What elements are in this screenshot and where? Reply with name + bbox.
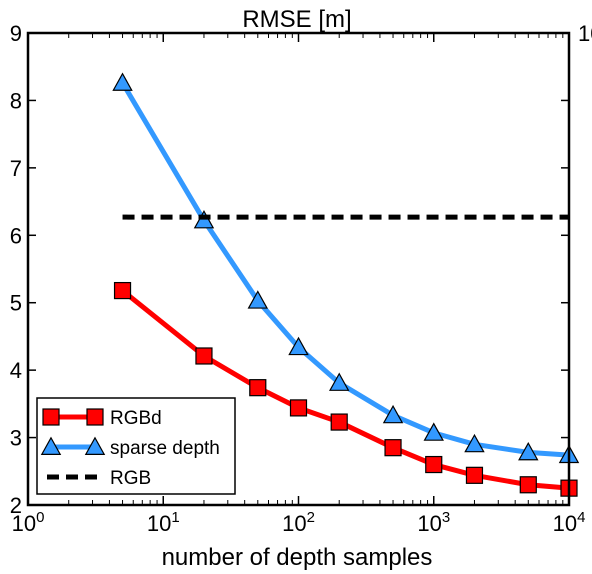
data-point-rgbd bbox=[425, 455, 443, 474]
series-layer bbox=[112, 72, 580, 497]
y-tick-label: 9 bbox=[10, 21, 22, 46]
x-tick-label: 101 bbox=[147, 509, 180, 536]
legend-label-rgbd: RGBd bbox=[110, 408, 162, 429]
legend-label-rgb: RGB bbox=[110, 468, 151, 489]
axes-layer bbox=[26, 31, 571, 507]
x-tick-label: 104 bbox=[553, 509, 586, 536]
data-point-sparse-depth bbox=[464, 433, 485, 453]
data-point-sparse-depth bbox=[423, 422, 444, 441]
y-tick-label: 7 bbox=[10, 156, 22, 181]
legend-marker-rgbd bbox=[42, 408, 60, 426]
data-point-rgbd bbox=[289, 399, 308, 417]
tick-labels: 2 3 4 5 6 7 8 9 100 101 102 103 104 bbox=[10, 21, 586, 536]
x-tick-label: 103 bbox=[417, 509, 450, 536]
data-point-rgbd bbox=[330, 413, 348, 431]
data-point-sparse-depth bbox=[518, 441, 539, 461]
right-axis-label: 10 bbox=[578, 21, 592, 46]
y-tick-label: 3 bbox=[10, 426, 22, 451]
data-point-rgbd bbox=[465, 466, 484, 484]
data-point-rgbd bbox=[195, 347, 213, 365]
y-tick-label: 6 bbox=[10, 223, 22, 248]
data-point-sparse-depth bbox=[288, 336, 309, 356]
legend-marker-sparse-depth bbox=[40, 436, 62, 455]
y-tick-label: 8 bbox=[10, 88, 22, 113]
data-point-rgbd bbox=[384, 439, 402, 457]
y-tick-label: 4 bbox=[10, 358, 22, 383]
x-tick-label: 100 bbox=[12, 509, 45, 536]
data-point-sparse-depth bbox=[112, 72, 133, 91]
x-tick-label: 102 bbox=[282, 509, 315, 536]
x-axis-label: number of depth samples bbox=[162, 544, 433, 571]
y-tick-label: 2 bbox=[10, 493, 22, 518]
data-point-sparse-depth bbox=[328, 372, 350, 391]
series-line-rgbd bbox=[120, 288, 570, 491]
data-point-sparse-depth bbox=[247, 290, 269, 309]
data-point-sparse-depth bbox=[382, 404, 404, 424]
legend-marker-rgbd bbox=[86, 408, 104, 426]
data-point-rgbd bbox=[113, 281, 132, 300]
legend-marker-sparse-depth bbox=[84, 436, 106, 455]
chart-title: RMSE [m] bbox=[242, 6, 351, 33]
legend-label-sparse-depth: sparse depth bbox=[110, 438, 220, 459]
y-tick-label: 5 bbox=[10, 291, 22, 316]
data-point-rgbd bbox=[249, 379, 267, 397]
series-line-sparse-depth bbox=[120, 81, 570, 458]
data-point-rgbd bbox=[519, 476, 537, 494]
legend: RGBd sparse depth RGB bbox=[36, 397, 236, 495]
